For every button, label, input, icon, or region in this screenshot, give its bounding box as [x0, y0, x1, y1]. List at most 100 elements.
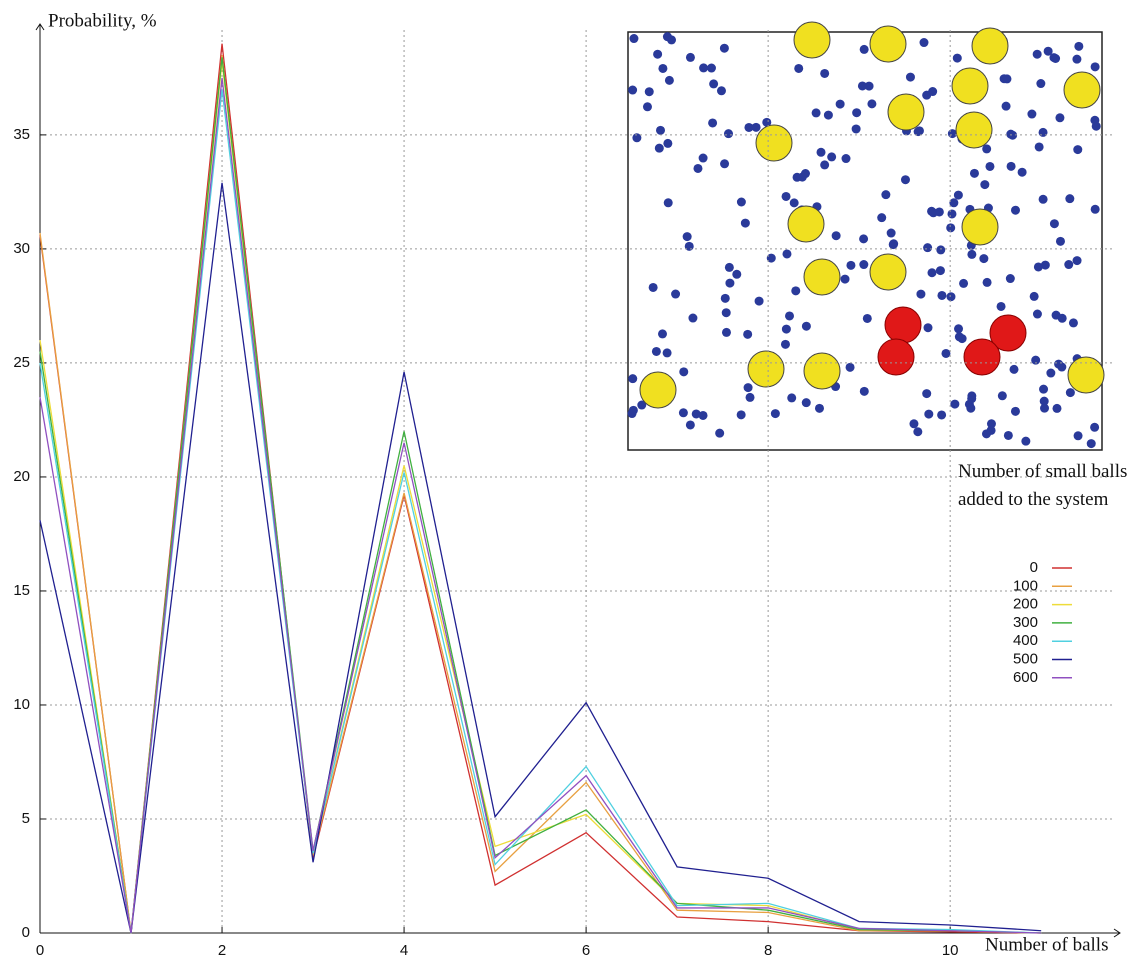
- large-ball: [748, 351, 784, 387]
- y-tick-label: 0: [22, 924, 30, 941]
- small-ball: [782, 325, 791, 334]
- small-ball: [1056, 237, 1065, 246]
- small-ball: [782, 192, 791, 201]
- small-ball: [913, 427, 922, 436]
- small-ball: [755, 297, 764, 306]
- small-ball: [688, 314, 697, 323]
- small-ball: [1039, 195, 1048, 204]
- small-ball: [859, 260, 868, 269]
- small-ball: [1030, 292, 1039, 301]
- small-ball: [679, 408, 688, 417]
- small-ball: [1065, 194, 1074, 203]
- small-ball: [867, 99, 876, 108]
- small-ball: [1064, 260, 1073, 269]
- small-ball: [924, 323, 933, 332]
- small-ball: [863, 314, 872, 323]
- small-ball: [794, 64, 803, 73]
- small-ball: [959, 279, 968, 288]
- small-ball: [722, 328, 731, 337]
- small-ball: [859, 234, 868, 243]
- x-tick-label: 8: [764, 942, 772, 959]
- small-ball: [664, 198, 673, 207]
- small-ball: [1049, 53, 1058, 62]
- small-ball: [1072, 55, 1081, 64]
- small-ball: [947, 209, 956, 218]
- small-ball: [1090, 423, 1099, 432]
- small-ball: [655, 144, 664, 153]
- small-ball: [1033, 50, 1042, 59]
- small-ball: [979, 254, 988, 263]
- y-tick-label: 5: [22, 810, 30, 827]
- small-ball: [877, 213, 886, 222]
- small-ball: [802, 398, 811, 407]
- small-ball: [852, 124, 861, 133]
- legend-label: 100: [1013, 577, 1038, 594]
- legend-label: 400: [1013, 632, 1038, 649]
- small-ball: [1021, 437, 1030, 446]
- small-ball: [785, 311, 794, 320]
- large-ball: [788, 206, 824, 242]
- small-ball: [1006, 130, 1015, 139]
- legend-label: 600: [1013, 669, 1038, 686]
- small-ball: [715, 429, 724, 438]
- small-ball: [927, 207, 936, 216]
- x-tick-label: 4: [400, 942, 408, 959]
- large-ball: [956, 112, 992, 148]
- large-ball: [1064, 72, 1100, 108]
- small-ball: [909, 419, 918, 428]
- small-ball: [746, 393, 755, 402]
- small-ball: [817, 148, 826, 157]
- small-ball: [1052, 311, 1061, 320]
- large-ball: [888, 94, 924, 130]
- small-ball: [1074, 42, 1083, 51]
- small-ball: [922, 389, 931, 398]
- small-ball: [1011, 407, 1020, 416]
- small-ball: [1034, 262, 1043, 271]
- small-ball: [841, 275, 850, 284]
- small-ball: [860, 45, 869, 54]
- legend-label: 300: [1013, 614, 1038, 631]
- small-ball: [658, 329, 667, 338]
- small-ball: [1090, 116, 1099, 125]
- small-ball: [950, 400, 959, 409]
- small-ball: [998, 391, 1007, 400]
- small-ball: [1002, 74, 1011, 83]
- small-ball: [722, 308, 731, 317]
- small-ball: [737, 410, 746, 419]
- small-ball: [949, 198, 958, 207]
- small-ball: [725, 279, 734, 288]
- small-ball: [679, 367, 688, 376]
- small-ball: [653, 50, 662, 59]
- small-ball: [1069, 318, 1078, 327]
- small-ball: [927, 268, 936, 277]
- small-ball: [946, 292, 955, 301]
- small-ball: [953, 54, 962, 63]
- small-ball: [967, 394, 976, 403]
- small-ball: [1052, 404, 1061, 413]
- small-ball: [737, 198, 746, 207]
- small-ball: [915, 126, 924, 135]
- small-ball: [842, 154, 851, 163]
- small-ball: [1036, 79, 1045, 88]
- legend-label: 200: [1013, 596, 1038, 613]
- y-axis-label: Probability, %: [48, 10, 157, 31]
- small-ball: [725, 263, 734, 272]
- red-ball: [878, 339, 914, 375]
- small-ball: [724, 129, 733, 138]
- small-ball: [628, 86, 637, 95]
- small-ball: [980, 180, 989, 189]
- small-ball: [937, 291, 946, 300]
- small-ball: [1039, 385, 1048, 394]
- y-axis: [36, 24, 44, 933]
- large-ball: [794, 22, 830, 58]
- small-ball: [923, 243, 932, 252]
- small-ball: [824, 111, 833, 120]
- large-ball: [804, 259, 840, 295]
- small-ball: [665, 76, 674, 85]
- x-tick-label: 6: [582, 942, 590, 959]
- small-ball: [1087, 439, 1096, 448]
- small-ball: [889, 239, 898, 248]
- small-ball: [671, 290, 680, 299]
- small-ball: [1006, 274, 1015, 283]
- small-ball: [787, 393, 796, 402]
